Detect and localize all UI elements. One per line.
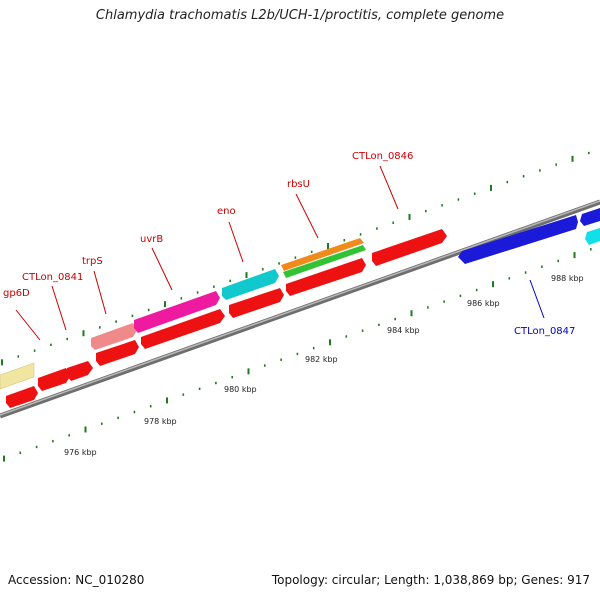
- scale-tick-row: [3, 248, 592, 462]
- scale-label: 976 kbp: [64, 448, 97, 457]
- feature-red-2[interactable]: [38, 368, 71, 391]
- scale-label: 980 kbp: [224, 385, 257, 394]
- gene-label[interactable]: eno: [217, 206, 236, 217]
- gene-label[interactable]: gp6D: [3, 288, 30, 299]
- feature-track: [0, 208, 600, 408]
- feature-red-3[interactable]: [67, 361, 93, 381]
- feature-ctlon-0847[interactable]: [458, 215, 578, 264]
- outer-tick-row: [1, 151, 590, 366]
- feature-red-6[interactable]: [229, 288, 284, 318]
- scale-labels: 976 kbp 978 kbp 980 kbp 982 kbp 984 kbp …: [64, 274, 584, 457]
- gene-label[interactable]: trpS: [82, 256, 103, 267]
- gene-label[interactable]: CTLon_0847: [514, 326, 575, 337]
- genome-backbone: [0, 199, 600, 419]
- label-leader-lines: [15, 165, 545, 341]
- feature-blue-edge[interactable]: [580, 208, 600, 226]
- map-title: Chlamydia trachomatis L2b/UCH-1/proctiti…: [95, 8, 505, 23]
- gene-label[interactable]: uvrB: [140, 234, 163, 245]
- feature-rbsu-green[interactable]: [283, 245, 366, 278]
- feature-red-8[interactable]: [372, 229, 447, 266]
- scale-label: 988 kbp: [551, 274, 584, 283]
- genome-summary-text: Topology: circular; Length: 1,038,869 bp…: [271, 573, 590, 587]
- scale-label: 986 kbp: [467, 299, 500, 308]
- feature-red-4[interactable]: [96, 340, 139, 366]
- gene-label[interactable]: CTLon_0841: [22, 272, 83, 283]
- gene-label[interactable]: CTLon_0846: [352, 151, 413, 162]
- feature-red-1[interactable]: [6, 386, 38, 408]
- feature-trps[interactable]: [91, 323, 137, 350]
- feature-uvrb[interactable]: [134, 291, 220, 333]
- scale-label: 982 kbp: [305, 355, 338, 364]
- feature-red-5[interactable]: [141, 309, 225, 349]
- gene-label[interactable]: rbsU: [287, 179, 310, 190]
- feature-gp6d[interactable]: [0, 362, 35, 390]
- scale-label: 978 kbp: [144, 417, 177, 426]
- gene-labels: gp6D CTLon_0841 trpS uvrB eno rbsU CTLon…: [3, 151, 575, 337]
- feature-rbsu-orange[interactable]: [281, 238, 364, 271]
- feature-cyan-edge[interactable]: [585, 228, 600, 245]
- feature-eno[interactable]: [222, 269, 279, 300]
- scale-label: 984 kbp: [387, 326, 420, 335]
- feature-red-7[interactable]: [286, 258, 366, 296]
- accession-text: Accession: NC_010280: [8, 573, 145, 587]
